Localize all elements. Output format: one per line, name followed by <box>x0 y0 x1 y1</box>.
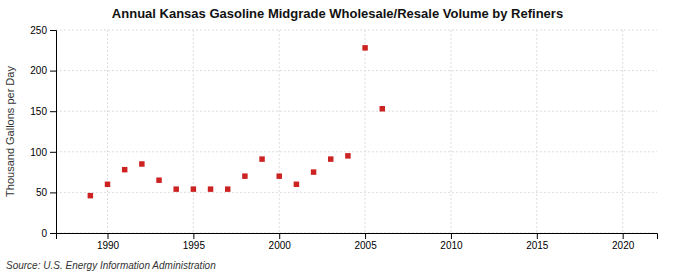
point <box>105 182 110 187</box>
plot-area: 1990 1995 2000 2005 2010 2015 2020 0 50 100 150 200… <box>30 25 657 251</box>
x-tick-mark <box>623 233 624 239</box>
point <box>311 169 316 174</box>
y-tick-label: 250 <box>30 25 47 36</box>
x-tick: 2020 <box>612 233 635 251</box>
x-tick: 2010 <box>440 233 463 251</box>
grid <box>56 30 657 233</box>
y-grid-line <box>56 70 657 71</box>
x-tick: 2000 <box>269 233 292 251</box>
point <box>191 186 196 191</box>
x-tick-label: 2010 <box>440 240 463 251</box>
point <box>345 153 350 158</box>
x-grid-line <box>622 30 623 233</box>
point <box>276 173 281 178</box>
x-tick: 1990 <box>97 233 120 251</box>
y-grid-line <box>56 30 657 31</box>
x-tick-label: 2015 <box>526 240 549 251</box>
x-tick: 2005 <box>354 233 377 251</box>
y-axis-title: Thousand Gallons per Day <box>4 66 16 197</box>
y-grid-line <box>56 192 657 193</box>
y-tick: 150 <box>30 106 56 117</box>
y-tick-mark <box>50 233 56 234</box>
point <box>122 167 127 172</box>
y-axis: 0 50 100 150 200 250 <box>30 25 56 239</box>
point <box>88 193 93 198</box>
x-tick-label: 2005 <box>354 240 377 251</box>
x-tick: 1995 <box>183 233 206 251</box>
x-axis-line <box>57 234 658 240</box>
y-tick-mark <box>50 71 56 72</box>
y-tick-label: 100 <box>30 147 47 158</box>
x-tick-label: 1995 <box>183 240 206 251</box>
y-tick-mark <box>50 111 56 112</box>
point <box>208 186 213 191</box>
x-tick: 2015 <box>526 233 549 251</box>
source-note: Source: U.S. Energy Information Administ… <box>6 260 216 271</box>
y-tick: 50 <box>36 187 56 198</box>
y-tick-label: 0 <box>41 228 47 239</box>
x-grid-line <box>107 30 108 233</box>
point <box>294 182 299 187</box>
y-grid-line <box>56 151 657 152</box>
point <box>225 186 230 191</box>
x-tick-mark <box>193 233 194 239</box>
point <box>380 106 385 111</box>
x-tick-label: 1990 <box>97 240 120 251</box>
point <box>139 161 144 166</box>
point <box>242 173 247 178</box>
x-tick-mark <box>537 233 538 239</box>
x-grid-line <box>193 30 194 233</box>
x-grid-line <box>450 30 451 233</box>
y-tick: 200 <box>30 65 56 76</box>
y-tick: 0 <box>41 228 56 239</box>
x-tick-label: 2020 <box>612 240 635 251</box>
y-tick-mark <box>50 30 56 31</box>
x-tick-label: 2000 <box>269 240 292 251</box>
y-tick-label: 50 <box>36 187 48 198</box>
point <box>156 177 161 182</box>
x-tick-mark <box>279 233 280 239</box>
y-tick: 100 <box>30 147 56 158</box>
y-tick-label: 200 <box>30 65 47 76</box>
point <box>173 186 178 191</box>
x-tick-mark <box>108 233 109 239</box>
x-tick-mark <box>451 233 452 239</box>
chart: 1990 1995 2000 2005 2010 2015 2020 0 50 100 150 200… <box>0 0 675 275</box>
x-grid-line <box>536 30 537 233</box>
title: Annual Kansas Gasoline Midgrade Wholesal… <box>112 6 563 21</box>
y-axis-line <box>50 31 57 234</box>
x-axis: 1990 1995 2000 2005 2010 2015 2020 <box>57 233 658 251</box>
y-tick-label: 150 <box>30 106 47 117</box>
x-grid-line <box>279 30 280 233</box>
y-tick: 250 <box>30 25 56 36</box>
x-tick-mark <box>365 233 366 239</box>
y-tick-mark <box>50 152 56 153</box>
point <box>259 156 264 161</box>
x-grid-line <box>365 30 366 233</box>
point <box>328 156 333 161</box>
points <box>88 45 385 198</box>
y-tick-mark <box>50 192 56 193</box>
y-grid-line <box>56 111 657 112</box>
point <box>362 45 367 50</box>
